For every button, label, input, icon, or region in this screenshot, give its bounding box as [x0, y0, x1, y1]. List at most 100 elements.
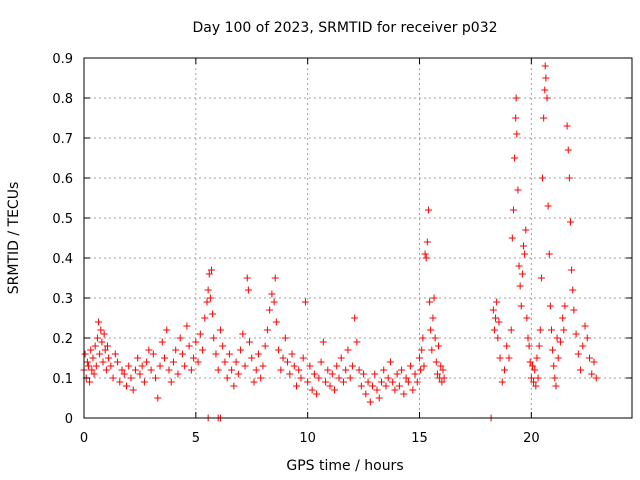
x-tick-label-0: 0	[80, 431, 88, 446]
data-point	[86, 378, 94, 386]
data-point	[331, 386, 339, 394]
data-point	[570, 306, 578, 314]
data-point	[492, 314, 500, 322]
data-point	[161, 354, 169, 362]
y-tick-label-0: 0	[65, 412, 73, 427]
data-point	[404, 378, 412, 386]
data-point	[252, 366, 260, 374]
data-point	[299, 354, 307, 362]
data-point	[489, 306, 497, 314]
data-point	[326, 382, 334, 390]
data-point	[569, 286, 577, 294]
data-point	[423, 238, 431, 246]
data-point	[539, 174, 547, 182]
x-axis-tick-labels: 0 5 10 15 20	[80, 431, 540, 446]
data-point	[111, 350, 119, 358]
data-point	[261, 342, 269, 350]
data-point	[525, 342, 533, 350]
data-point	[377, 378, 385, 386]
data-point	[511, 154, 519, 162]
data-point	[125, 362, 133, 370]
data-point	[362, 390, 370, 398]
data-point	[517, 302, 525, 310]
data-point	[172, 346, 180, 354]
data-point	[196, 330, 204, 338]
data-point	[290, 362, 298, 370]
data-point	[140, 378, 148, 386]
data-point	[319, 338, 327, 346]
data-point	[355, 366, 363, 374]
data-point	[97, 326, 105, 334]
data-point	[234, 370, 242, 378]
data-point	[107, 362, 115, 370]
data-point	[328, 370, 336, 378]
data-point	[127, 374, 135, 382]
data-point	[230, 382, 238, 390]
data-point	[154, 394, 162, 402]
data-point	[243, 274, 251, 282]
y-tick-label-0-7: 0.7	[52, 132, 73, 147]
data-point	[167, 378, 175, 386]
data-point	[212, 350, 220, 358]
data-point	[315, 374, 323, 382]
data-point	[147, 366, 155, 374]
data-point	[435, 342, 443, 350]
data-point	[257, 374, 265, 382]
y-axis-tick-labels: 0 0.1 0.2 0.3 0.4 0.5 0.6 0.7 0.8 0.9	[52, 52, 73, 427]
data-point	[109, 374, 117, 382]
data-point	[380, 366, 388, 374]
data-point	[494, 334, 502, 342]
data-point	[421, 250, 429, 258]
data-point	[533, 354, 541, 362]
data-point	[93, 334, 101, 342]
data-point	[430, 294, 438, 302]
data-point	[178, 350, 186, 358]
data-point	[515, 262, 523, 270]
data-point	[566, 218, 574, 226]
data-point	[541, 62, 549, 70]
data-point	[592, 374, 600, 382]
data-point	[310, 370, 318, 378]
data-point	[382, 382, 390, 390]
data-point	[259, 362, 267, 370]
data-point	[237, 346, 245, 354]
data-point	[131, 366, 139, 374]
data-point	[568, 266, 576, 274]
data-point	[353, 338, 361, 346]
data-point	[522, 226, 530, 234]
data-point	[304, 378, 312, 386]
data-point	[428, 346, 436, 354]
data-point	[116, 378, 124, 386]
data-point	[206, 294, 214, 302]
data-point	[84, 362, 92, 370]
data-point	[509, 206, 517, 214]
data-point	[532, 382, 540, 390]
data-point	[165, 366, 173, 374]
data-point	[501, 366, 509, 374]
data-point	[424, 206, 432, 214]
data-point	[210, 334, 218, 342]
data-point	[439, 366, 447, 374]
data-point	[427, 326, 435, 334]
data-point	[579, 342, 587, 350]
data-point	[272, 318, 280, 326]
data-point	[512, 94, 520, 102]
data-point	[395, 382, 403, 390]
data-point	[496, 354, 504, 362]
y-tick-label-0-9: 0.9	[52, 52, 73, 67]
data-point	[203, 298, 211, 306]
data-point	[192, 338, 200, 346]
data-point	[216, 326, 224, 334]
data-point	[419, 334, 427, 342]
data-point	[333, 362, 341, 370]
data-point	[416, 354, 424, 362]
data-point	[176, 334, 184, 342]
data-point	[98, 338, 106, 346]
data-point	[156, 362, 164, 370]
data-point	[546, 302, 554, 310]
y-tick-label-0-8: 0.8	[52, 92, 73, 107]
data-point	[270, 298, 278, 306]
data-point	[357, 382, 365, 390]
y-tick-label-0-1: 0.1	[52, 372, 73, 387]
data-point	[219, 342, 227, 350]
